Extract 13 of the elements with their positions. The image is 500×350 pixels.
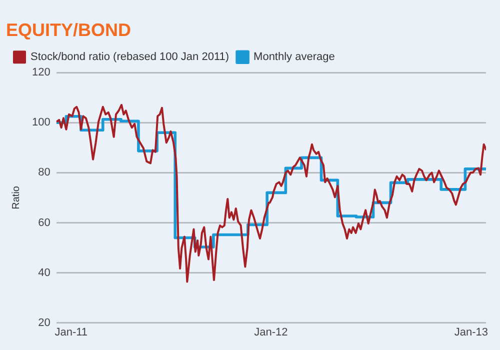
- chart-title: EQUITY/BOND: [6, 20, 132, 40]
- legend-label: Monthly average: [254, 51, 335, 64]
- y-tick-label: 40: [38, 266, 50, 279]
- y-tick-label: 60: [38, 216, 50, 229]
- y-tick-label: 20: [38, 316, 50, 329]
- x-tick-label: Jan-13: [454, 326, 488, 338]
- x-tick-label: Jan-12: [254, 326, 288, 338]
- y-tick-label: 120: [32, 66, 50, 79]
- x-tick-label: Jan-11: [54, 326, 88, 338]
- y-tick-label: 100: [32, 116, 50, 129]
- y-axis-title: Ratio: [10, 186, 22, 210]
- legend-label: Stock/bond ratio (rebased 100 Jan 2011): [30, 51, 230, 64]
- y-tick-label: 80: [38, 166, 50, 179]
